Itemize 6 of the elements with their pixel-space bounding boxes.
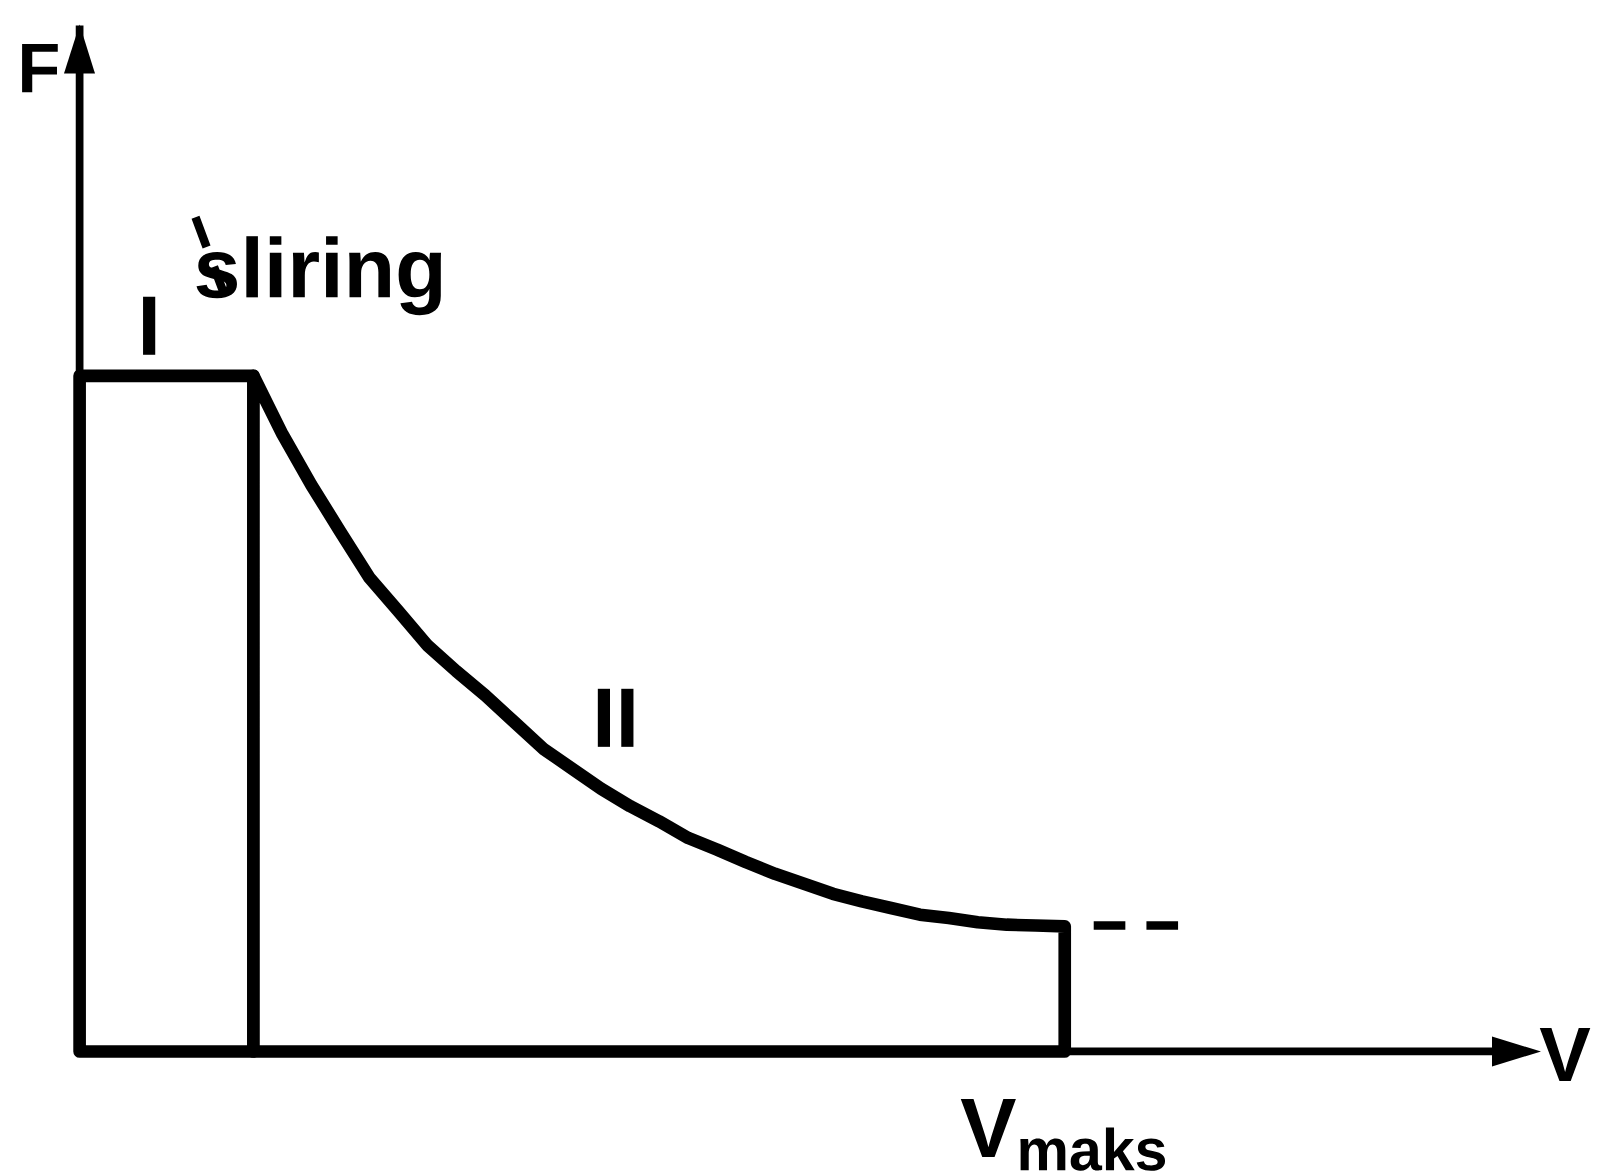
x-axis-title: V xyxy=(1539,1027,1591,1081)
text: V$_{maks}$ xyxy=(960,1098,1166,1171)
annotation: sliring xyxy=(196,235,442,315)
annotation: I xyxy=(143,296,156,355)
annotation: II xyxy=(597,688,634,747)
y-axis-title: F xyxy=(22,43,58,93)
